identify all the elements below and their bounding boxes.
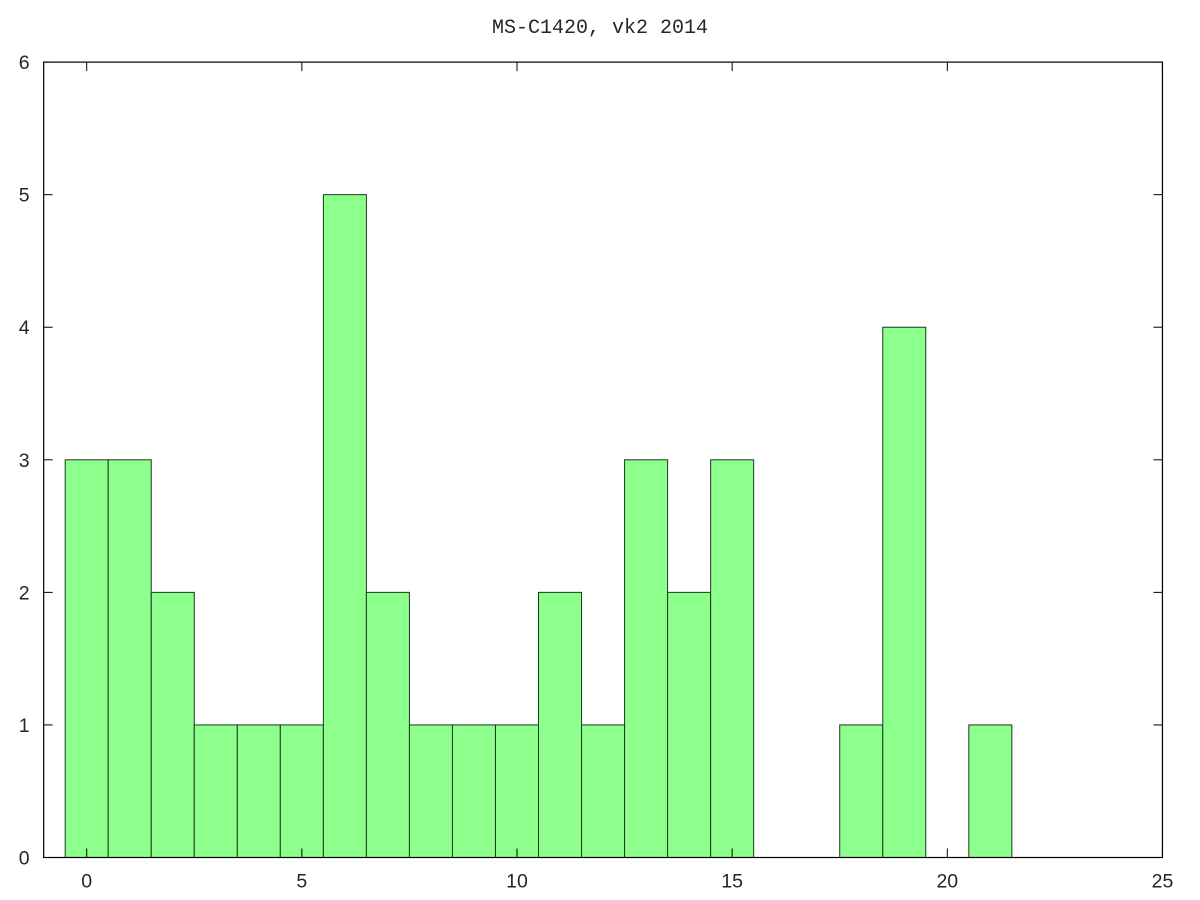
svg-text:25: 25 bbox=[1152, 871, 1174, 893]
svg-text:1: 1 bbox=[19, 715, 30, 737]
svg-text:10: 10 bbox=[506, 871, 528, 893]
svg-text:5: 5 bbox=[296, 871, 307, 893]
svg-text:4: 4 bbox=[19, 317, 30, 339]
svg-text:15: 15 bbox=[721, 871, 743, 893]
svg-text:0: 0 bbox=[19, 848, 30, 870]
svg-text:MS-C1420, vk2 2014: MS-C1420, vk2 2014 bbox=[492, 17, 708, 40]
svg-text:6: 6 bbox=[19, 52, 30, 74]
svg-text:5: 5 bbox=[19, 185, 30, 207]
svg-text:0: 0 bbox=[81, 871, 92, 893]
svg-text:2: 2 bbox=[19, 582, 30, 604]
svg-text:3: 3 bbox=[19, 450, 30, 472]
svg-text:20: 20 bbox=[936, 871, 958, 893]
